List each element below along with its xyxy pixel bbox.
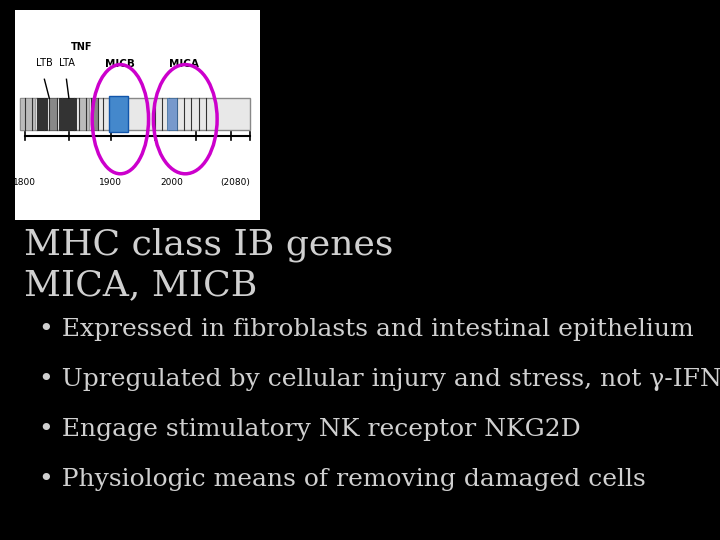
Text: LTB: LTB [36, 58, 53, 68]
FancyBboxPatch shape [59, 98, 76, 130]
Text: MICB: MICB [105, 59, 135, 69]
Text: 1800: 1800 [13, 178, 36, 187]
FancyBboxPatch shape [167, 98, 176, 130]
FancyBboxPatch shape [20, 98, 35, 130]
Text: MICA, MICB: MICA, MICB [24, 268, 258, 302]
Text: TNF: TNF [71, 42, 92, 51]
FancyBboxPatch shape [78, 98, 89, 130]
Text: 2000: 2000 [161, 178, 183, 187]
FancyBboxPatch shape [91, 98, 99, 130]
Text: LTA: LTA [58, 58, 74, 68]
Text: • Upregulated by cellular injury and stress, not γ-IFN: • Upregulated by cellular injury and str… [39, 368, 720, 391]
Text: (2080): (2080) [220, 178, 251, 187]
Text: MHC class IB genes: MHC class IB genes [24, 228, 394, 262]
Text: • Engage stimulatory NK receptor NKG2D: • Engage stimulatory NK receptor NKG2D [39, 418, 580, 441]
Text: • Physiologic means of removing damaged cells: • Physiologic means of removing damaged … [39, 468, 646, 491]
FancyBboxPatch shape [15, 10, 260, 220]
FancyBboxPatch shape [37, 98, 47, 130]
FancyBboxPatch shape [49, 98, 57, 130]
Text: • Expressed in fibroblasts and intestinal epithelium: • Expressed in fibroblasts and intestina… [39, 318, 693, 341]
Text: MICA: MICA [169, 59, 199, 69]
Text: 1900: 1900 [99, 178, 122, 187]
FancyBboxPatch shape [109, 96, 127, 132]
FancyBboxPatch shape [20, 98, 251, 130]
